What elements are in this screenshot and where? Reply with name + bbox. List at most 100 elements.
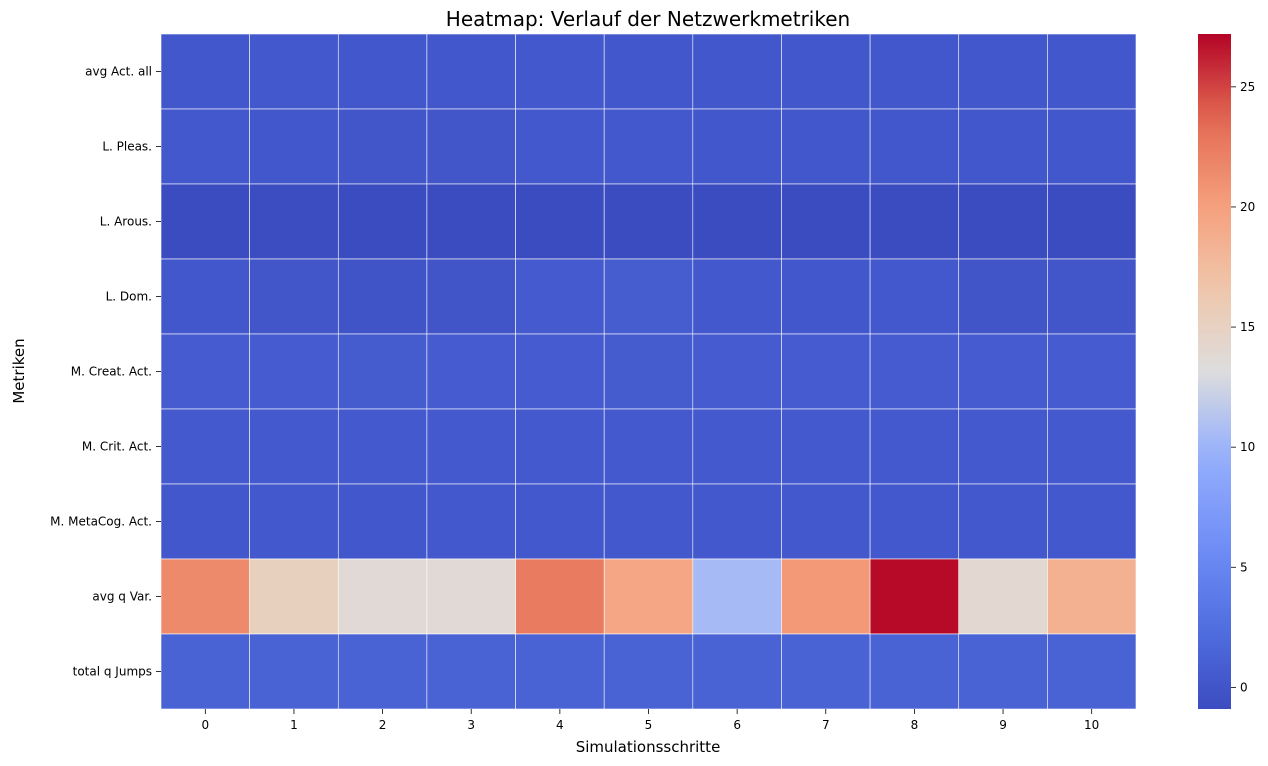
heatmap-cell: [515, 33, 605, 110]
heatmap-cell: [692, 408, 782, 485]
heatmap-cell: [160, 483, 250, 560]
heatmap-cell: [515, 558, 605, 635]
heatmap-cell: [958, 633, 1048, 710]
heatmap-cell: [337, 258, 428, 335]
x-tick-label: 6: [733, 718, 741, 732]
heatmap-cell: [692, 258, 782, 335]
heatmap-cell: [337, 483, 428, 560]
heatmap-cell: [337, 183, 428, 260]
heatmap-cell: [781, 333, 871, 410]
y-tick-label: avg q Var.: [92, 590, 152, 604]
colorbar-tick-label: 25: [1240, 80, 1255, 94]
heatmap-cell: [603, 558, 694, 635]
heatmap-cell: [781, 258, 871, 335]
heatmap-cell: [337, 558, 428, 635]
x-tick-label: 8: [911, 718, 919, 732]
heatmap-cell: [426, 33, 516, 110]
heatmap-cell: [603, 183, 694, 260]
y-axis-ticks: avg Act. all L. Pleas. L. Arous. L. Dom. M. …: [50, 65, 161, 679]
heatmap-cells: [160, 33, 1137, 710]
heatmap-cell: [958, 33, 1048, 110]
chart-title: Heatmap: Verlauf der Netzwerkmetriken: [446, 7, 850, 31]
heatmap-cell: [249, 633, 339, 710]
heatmap-cell: [160, 258, 250, 335]
heatmap-cell: [869, 633, 960, 710]
y-tick-label: total q Jumps: [73, 665, 152, 679]
heatmap-cell: [426, 258, 516, 335]
heatmap-cell: [1047, 408, 1137, 485]
y-tick-label: L. Pleas.: [102, 140, 152, 154]
heatmap-cell: [869, 558, 960, 635]
heatmap-cell: [249, 483, 339, 560]
y-axis-label: Metriken: [10, 338, 28, 403]
heatmap-cell: [869, 33, 960, 110]
heatmap-cell: [515, 633, 605, 710]
heatmap-cell: [692, 333, 782, 410]
heatmap-cell: [603, 108, 694, 185]
x-axis-ticks: 0 1 2 3 4 5 6 7 8 9 10: [201, 709, 1099, 732]
heatmap-cell: [692, 183, 782, 260]
heatmap-cell: [1047, 558, 1137, 635]
heatmap-cell: [781, 633, 871, 710]
heatmap-cell: [781, 558, 871, 635]
y-tick-label: avg Act. all: [85, 65, 152, 79]
heatmap-cell: [426, 633, 516, 710]
colorbar-tick-label: 10: [1240, 440, 1255, 454]
heatmap-cell: [869, 258, 960, 335]
x-tick-label: 4: [556, 718, 564, 732]
heatmap-cell: [337, 33, 428, 110]
y-tick-label: L. Dom.: [106, 290, 152, 304]
heatmap-cell: [426, 558, 516, 635]
heatmap-cell: [1047, 183, 1137, 260]
heatmap-cell: [160, 333, 250, 410]
heatmap-cell: [1047, 108, 1137, 185]
colorbar-tick-label: 0: [1240, 680, 1248, 694]
heatmap-cell: [603, 483, 694, 560]
y-tick-label: M. Crit. Act.: [82, 440, 152, 454]
heatmap-cell: [958, 108, 1048, 185]
heatmap-cell: [426, 483, 516, 560]
y-tick-label: L. Arous.: [100, 215, 152, 229]
heatmap-cell: [603, 33, 694, 110]
heatmap-cell: [426, 408, 516, 485]
heatmap-cell: [337, 108, 428, 185]
heatmap-cell: [515, 408, 605, 485]
heatmap-cell: [958, 333, 1048, 410]
heatmap-cell: [869, 483, 960, 560]
heatmap-cell: [958, 258, 1048, 335]
heatmap-cell: [515, 108, 605, 185]
heatmap-cell: [1047, 33, 1137, 110]
x-axis-label: Simulationsschritte: [576, 738, 721, 756]
heatmap-cell: [1047, 633, 1137, 710]
heatmap-cell: [249, 33, 339, 110]
heatmap-cell: [869, 183, 960, 260]
x-tick-label: 2: [379, 718, 387, 732]
heatmap-cell: [781, 108, 871, 185]
heatmap-cell: [958, 483, 1048, 560]
colorbar-tick-label: 5: [1240, 560, 1248, 574]
heatmap-cell: [249, 258, 339, 335]
heatmap-cell: [515, 333, 605, 410]
heatmap-cell: [692, 483, 782, 560]
heatmap-cell: [160, 558, 250, 635]
heatmap-cell: [160, 108, 250, 185]
x-tick-label: 1: [290, 718, 298, 732]
colorbar: [1198, 34, 1231, 709]
heatmap-cell: [426, 108, 516, 185]
heatmap-cell: [1047, 333, 1137, 410]
heatmap-cell: [426, 183, 516, 260]
x-tick-label: 3: [467, 718, 475, 732]
x-tick-label: 9: [999, 718, 1007, 732]
heatmap-cell: [958, 408, 1048, 485]
heatmap-cell: [249, 333, 339, 410]
heatmap-cell: [869, 108, 960, 185]
heatmap-cell: [781, 33, 871, 110]
x-tick-label: 5: [645, 718, 653, 732]
heatmap-cell: [1047, 258, 1137, 335]
x-tick-label: 10: [1084, 718, 1099, 732]
heatmap-cell: [249, 108, 339, 185]
x-tick-label: 7: [822, 718, 830, 732]
x-tick-label: 0: [201, 718, 209, 732]
heatmap-cell: [781, 183, 871, 260]
heatmap-cell: [692, 558, 782, 635]
